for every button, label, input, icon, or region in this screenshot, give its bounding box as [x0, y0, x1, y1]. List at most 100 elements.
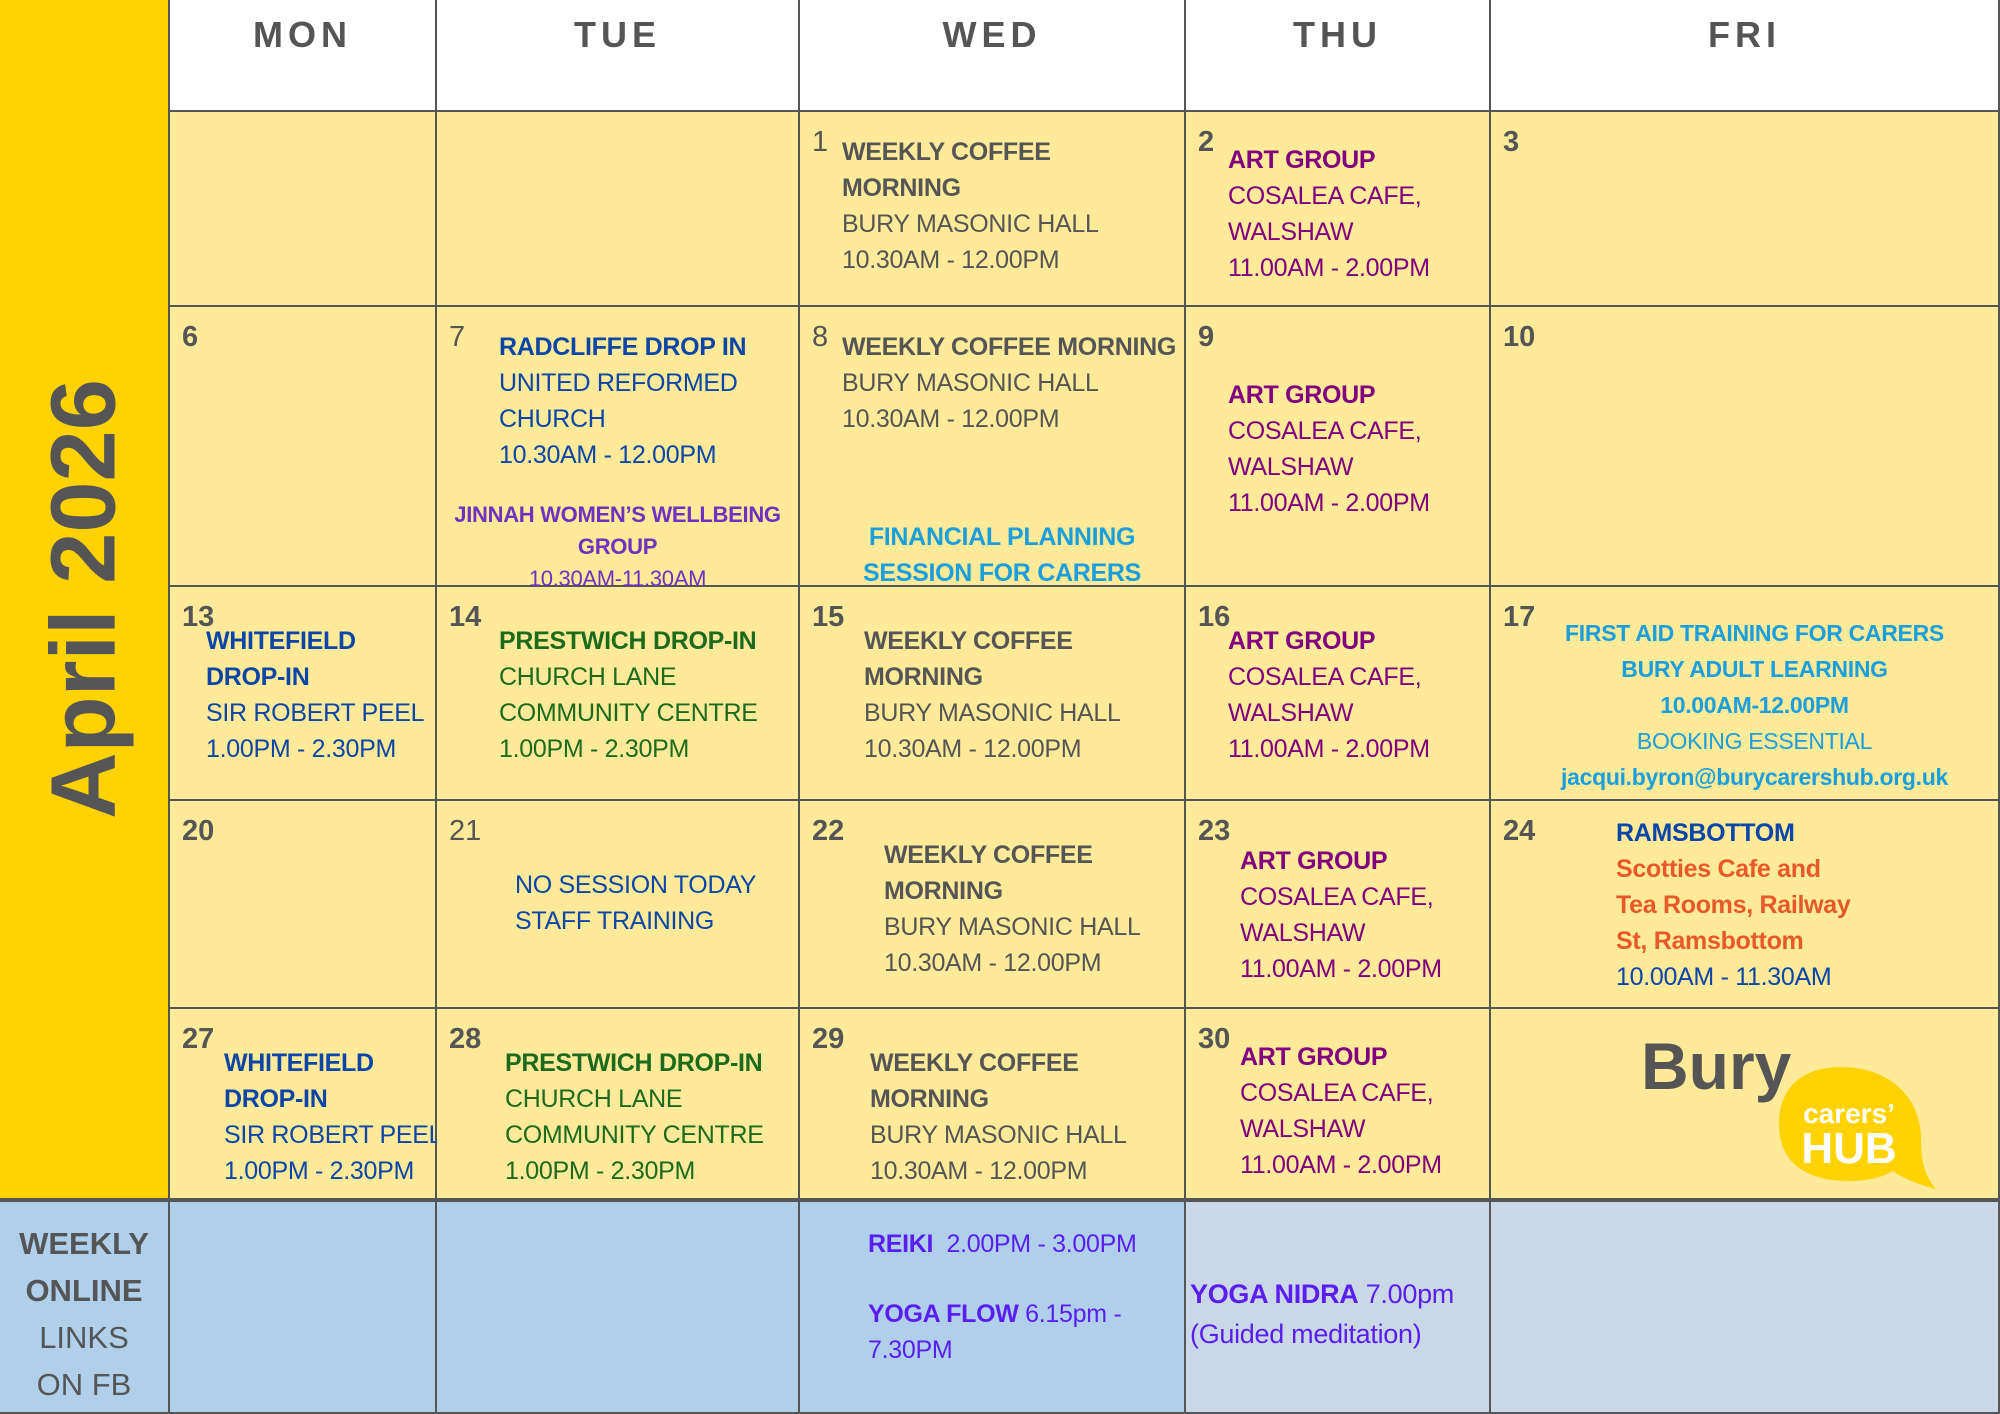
event-line: FINANCIAL PLANNING [868, 523, 1136, 551]
event-line: WEEKLY COFFEE [870, 1049, 1079, 1077]
event-line: 10.30AM - 12.00PM [842, 246, 1060, 274]
event-line: WEEKLY COFFEE [864, 627, 1073, 655]
day-number: 10 [1503, 321, 1536, 353]
day-number: 9 [1198, 321, 1215, 353]
day-number: 7 [449, 321, 466, 353]
event-line: WALSHAW [1240, 1115, 1366, 1143]
day-number: 15 [812, 601, 845, 633]
event-line: COMMUNITY CENTRE [505, 1121, 764, 1149]
online-cell [437, 1200, 800, 1414]
event-lines: ART GROUP COSALEA CAFE, WALSHAW 11.00AM - 2… [1228, 142, 1430, 286]
event-lines: FIRST AID TRAINING FOR CARERS BURY ADULT … [1491, 615, 1998, 795]
event-line: BURY MASONIC HALL [864, 699, 1121, 727]
online-wed-sessions: REIKI 2.00PM - 3.00PM YOGA FLOW 6.15pm - … [868, 1226, 1158, 1368]
month-sidebar: April 2026 [0, 0, 170, 1200]
event-lines: WEEKLY COFFEE MORNING BURY MASONIC HALL 10.… [870, 1045, 1127, 1189]
bury-carers-hub-logo: Bury carers’HUB [1641, 1029, 1936, 1189]
online-label: WEEKLY ONLINE LINKS ON FB [0, 1220, 168, 1408]
event-line: BURY ADULT LEARNING [1621, 656, 1888, 682]
session-name: REIKI [868, 1230, 934, 1258]
event-lines: ART GROUP COSALEA CAFE, WALSHAW 11.00AM - 2… [1228, 623, 1430, 767]
day-number: 28 [449, 1023, 482, 1055]
event-line[interactable]: jacqui.byron@burycarershub.org.uk [1561, 764, 1948, 790]
empty-cell [170, 112, 437, 307]
session-name: YOGA NIDRA [1190, 1279, 1359, 1309]
day-cell-1: 1 WEEKLY COFFEE MORNING BURY MASONIC HALL 10… [800, 112, 1186, 307]
weekday-header: MON [170, 0, 437, 112]
event-line: COSALEA CAFE, [1228, 663, 1422, 691]
event-line: DROP-IN [206, 663, 310, 691]
event-line: UNITED REFORMED [499, 369, 738, 397]
online-session: REIKI 2.00PM - 3.00PM [868, 1226, 1158, 1262]
day-cell-23: 23 ART GROUP COSALEA CAFE, WALSHAW 11.00AM -… [1186, 801, 1491, 1009]
day-cell-24: 24 RAMSBOTTOM Scotties Cafe and Tea Rooms, … [1491, 801, 2000, 1009]
day-number: 27 [182, 1023, 215, 1055]
event-line: RADCLIFFE DROP IN [499, 333, 747, 361]
event-line: Scotties Cafe and [1616, 855, 1821, 883]
event-line: SIR ROBERT PEEL [206, 699, 425, 727]
event-line: 10.30AM - 12.00PM [499, 441, 717, 469]
event-lines: NO SESSION TODAY STAFF TRAINING [515, 867, 756, 939]
empty-cell [437, 112, 800, 307]
day-cell-21: 21 NO SESSION TODAY STAFF TRAINING [437, 801, 800, 1009]
event-line: COMMUNITY CENTRE [499, 699, 758, 727]
event-line: 10.30AM - 12.00PM [884, 949, 1102, 977]
logo-bubble-top: carers’ [1803, 1098, 1895, 1129]
day-number: 16 [1198, 601, 1231, 633]
event-line: 10.30AM-11.30AM [528, 566, 707, 591]
event-line: BURY MASONIC HALL [884, 913, 1141, 941]
day-number: 21 [449, 815, 482, 847]
event-line: WEEKLY COFFEE MORNING [842, 333, 1177, 361]
day-cell-3: 3 [1491, 112, 2000, 307]
weekday-header: TUE [437, 0, 800, 112]
event-lines: RADCLIFFE DROP IN UNITED REFORMED CHURCH 10… [499, 329, 747, 473]
event-line: 11.00AM - 2.00PM [1240, 955, 1442, 983]
event-line: 10.30AM - 12.00PM [864, 735, 1082, 763]
event-lines: PRESTWICH DROP-IN CHURCH LANE COMMUNITY CE… [499, 623, 758, 767]
event-line: RAMSBOTTOM [1616, 819, 1795, 847]
event-line: MORNING [864, 663, 983, 691]
day-number: 30 [1198, 1023, 1231, 1055]
month-label: April 2026 [32, 379, 135, 819]
logo-word: Bury [1641, 1029, 1792, 1103]
event-line: 10.30AM - 12.00PM [870, 1157, 1088, 1185]
day-cell-10: 10 [1491, 307, 2000, 587]
event-line: 11.00AM - 2.00PM [1228, 254, 1430, 282]
event-lines: RAMSBOTTOM Scotties Cafe and Tea Rooms, Ra… [1616, 815, 1851, 995]
session-time: 6.15pm - 7.30PM [868, 1300, 1129, 1364]
event-lines: ART GROUP COSALEA CAFE, WALSHAW 11.00AM - 2… [1240, 843, 1442, 987]
event-line: 1.00PM - 2.30PM [206, 735, 397, 763]
event-line: STAFF TRAINING [515, 907, 715, 935]
event-line: WEEKLY COFFEE [842, 138, 1051, 166]
session-time: 2.00PM - 3.00PM [933, 1230, 1137, 1258]
event-line: WALSHAW [1228, 699, 1354, 727]
day-cell-8: 8 WEEKLY COFFEE MORNING BURY MASONIC HALL 1… [800, 307, 1186, 659]
event-line: 10.00AM - 11.30AM [1616, 963, 1832, 991]
day-cell-17: 17 FIRST AID TRAINING FOR CARERS BURY ADUL… [1491, 587, 2000, 801]
event-line: PRESTWICH DROP-IN [505, 1049, 763, 1077]
logo-bubble-bottom: HUB [1801, 1124, 1896, 1173]
event-line: COSALEA CAFE, [1228, 182, 1422, 210]
online-cell [170, 1200, 437, 1414]
event-line: 11.00AM - 2.00PM [1228, 489, 1430, 517]
day-cell-27: 27 WHITEFIELD DROP-IN SIR ROBERT PEEL 1.00PM… [170, 1009, 443, 1200]
day-cell-28: 28 PRESTWICH DROP-IN CHURCH LANE COMMUNITY … [437, 1009, 800, 1200]
event-line: ART GROUP [1228, 627, 1376, 655]
event-line: MORNING [842, 174, 961, 202]
event-line: SESSION FOR CARERS [863, 559, 1141, 587]
event-line: COSALEA CAFE, [1240, 883, 1434, 911]
day-cell-2: 2 ART GROUP COSALEA CAFE, WALSHAW 11.00AM - … [1186, 112, 1491, 307]
day-number: 2 [1198, 126, 1215, 158]
event-line: PRESTWICH DROP-IN [499, 627, 757, 655]
event-line: CHURCH [499, 405, 606, 433]
event-lines: PRESTWICH DROP-IN CHURCH LANE COMMUNITY CE… [505, 1045, 764, 1189]
session-time: 7.00pm (Guided meditation) [1190, 1279, 1454, 1349]
day-number: 6 [182, 321, 199, 353]
event-line: CHURCH LANE [499, 663, 677, 691]
event-line: NO SESSION TODAY [515, 871, 757, 899]
event-line: WALSHAW [1228, 218, 1354, 246]
day-number: 8 [812, 321, 829, 353]
day-cell-20: 20 [170, 801, 437, 1009]
event-line: BURY MASONIC HALL [842, 210, 1099, 238]
event-line: COSALEA CAFE, [1240, 1079, 1434, 1107]
